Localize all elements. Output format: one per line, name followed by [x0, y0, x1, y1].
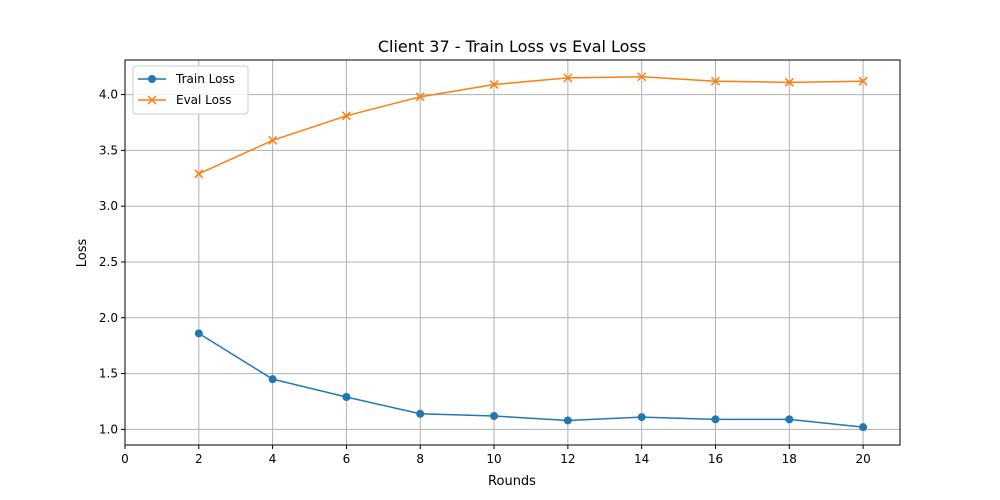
eval-loss-point [710, 76, 721, 86]
x-marker-stroke [710, 76, 721, 86]
x-tick-label: 6 [343, 452, 351, 466]
x-tick-label: 8 [416, 452, 424, 466]
x-marker-stroke [563, 73, 573, 83]
eval-loss-legend-label: Eval Loss [176, 93, 232, 107]
train-loss-point [268, 375, 277, 384]
train-loss-legend-label: Train Loss [175, 72, 235, 86]
y-tick-label: 1.5 [99, 367, 118, 381]
eval-loss-point [415, 92, 425, 102]
x-marker-stroke [637, 72, 647, 82]
x-marker-stroke [489, 80, 499, 90]
train-loss-point [490, 411, 499, 420]
legend-box [132, 65, 249, 115]
y-tick-label: 3.0 [99, 199, 118, 213]
x-marker-stroke [147, 95, 157, 105]
eval-loss-point [489, 80, 499, 90]
y-tick-label: 1.0 [99, 422, 118, 436]
eval-loss-point [563, 73, 573, 83]
x-marker-stroke [858, 76, 868, 86]
eval-loss-point [784, 77, 794, 87]
legend: Train Loss Eval Loss [132, 65, 249, 115]
x-axis-label: Rounds [488, 474, 536, 489]
train-loss-point [859, 423, 868, 432]
train-loss-point [342, 393, 351, 402]
train-loss-point [563, 416, 572, 425]
y-tick-label: 2.5 [99, 255, 118, 269]
y-axis-label: Loss [75, 239, 90, 268]
x-marker-stroke [784, 77, 794, 87]
x-tick-label: 16 [708, 452, 723, 466]
eval-loss-line [198, 75, 864, 175]
train-loss-point [785, 415, 794, 424]
x-tick-label: 12 [560, 452, 575, 466]
train-loss-line [198, 332, 864, 428]
chart-title: Client 37 - Train Loss vs Eval Loss [378, 37, 646, 56]
train-loss-point [416, 409, 425, 418]
x-tick-label: 0 [121, 452, 129, 466]
x-marker-stroke [341, 111, 351, 121]
x-tick-label: 2 [195, 452, 203, 466]
x-tick-label: 10 [486, 452, 501, 466]
x-tick-label: 14 [634, 452, 649, 466]
y-tick-label: 4.0 [99, 88, 118, 102]
y-tick-label: 2.0 [99, 311, 118, 325]
x-marker-stroke [415, 92, 425, 102]
series-layer [194, 72, 868, 432]
x-tick-label: 20 [855, 452, 870, 466]
train-loss-point [711, 415, 720, 424]
axis-ticks: 0 2 4 6 8 10 12 14 16 18 20 1.0 1.5 2.0 2.5 3.0 3.5 4.0 [99, 88, 871, 466]
train-loss-legend-marker [148, 75, 156, 83]
train-loss-point [637, 413, 646, 422]
eval-loss-point [268, 135, 278, 145]
grid [124, 60, 900, 445]
eval-loss-point [858, 76, 868, 86]
eval-loss-point [637, 72, 647, 82]
eval-loss-legend-marker [147, 95, 157, 105]
eval-loss-point [194, 169, 204, 179]
x-marker-stroke [194, 169, 204, 179]
y-tick-label: 3.5 [99, 143, 118, 157]
x-marker-stroke [268, 135, 278, 145]
x-tick-label: 18 [782, 452, 797, 466]
x-tick-label: 4 [269, 452, 277, 466]
train-loss-point [194, 329, 203, 338]
plot-frame [124, 59, 901, 446]
eval-loss-point [341, 111, 351, 121]
